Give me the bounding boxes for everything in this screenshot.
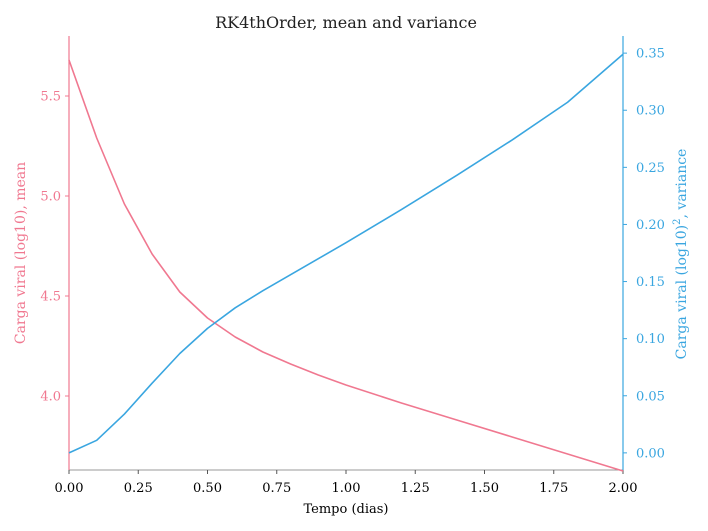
- left-y-tick-label: 4.0: [40, 390, 61, 405]
- x-tick-label: 1.50: [470, 481, 499, 496]
- x-tick-label: 0.25: [124, 481, 153, 496]
- x-axis-label: Tempo (dias): [303, 502, 388, 517]
- right-y-tick-label: 0.25: [636, 161, 665, 176]
- right-y-axis-ticks: 0.00 0.05 0.10 0.15 0.20 0.25 0.30 0.35: [623, 47, 665, 461]
- right-y-tick-label: 0.10: [636, 332, 665, 347]
- right-y-axis-label: Carga viral (log10)2, variance: [672, 149, 690, 360]
- series-line-variance: [68, 53, 624, 454]
- x-tick-label: 1.75: [539, 481, 568, 496]
- right-y-axis-label-tail: , variance: [674, 149, 690, 219]
- x-tick-label: 0.50: [193, 481, 222, 496]
- right-y-tick-label: 0.05: [636, 389, 665, 404]
- left-y-tick-label: 4.5: [40, 290, 61, 305]
- right-y-axis-label-base: Carga viral (log10): [674, 225, 690, 359]
- x-tick-label: 1.00: [332, 481, 361, 496]
- x-tick-label: 1.25: [401, 481, 430, 496]
- right-y-tick-label: 0.30: [636, 104, 665, 119]
- right-y-tick-label: 0.35: [636, 47, 665, 62]
- x-tick-label: 2.00: [609, 481, 638, 496]
- left-y-axis-ticks: 4.0 4.5 5.0 5.5: [40, 90, 69, 405]
- x-tick-label: 0.75: [262, 481, 291, 496]
- left-y-axis-label: Carga viral (log10), mean: [13, 162, 29, 344]
- chart-title: RK4thOrder, mean and variance: [215, 13, 477, 32]
- right-y-tick-label: 0.20: [636, 218, 665, 233]
- x-axis-ticks: 0.00 0.25 0.50 0.75 1.00 1.25 1.50 1.75 2.00: [55, 470, 638, 496]
- left-y-tick-label: 5.0: [40, 190, 61, 205]
- right-y-axis-label-sup: 2: [672, 218, 683, 224]
- left-y-tick-label: 5.5: [40, 90, 61, 105]
- x-tick-label: 0.00: [55, 481, 84, 496]
- series-line-mean: [68, 59, 624, 472]
- right-y-tick-label: 0.00: [636, 446, 665, 461]
- right-y-tick-label: 0.15: [636, 275, 665, 290]
